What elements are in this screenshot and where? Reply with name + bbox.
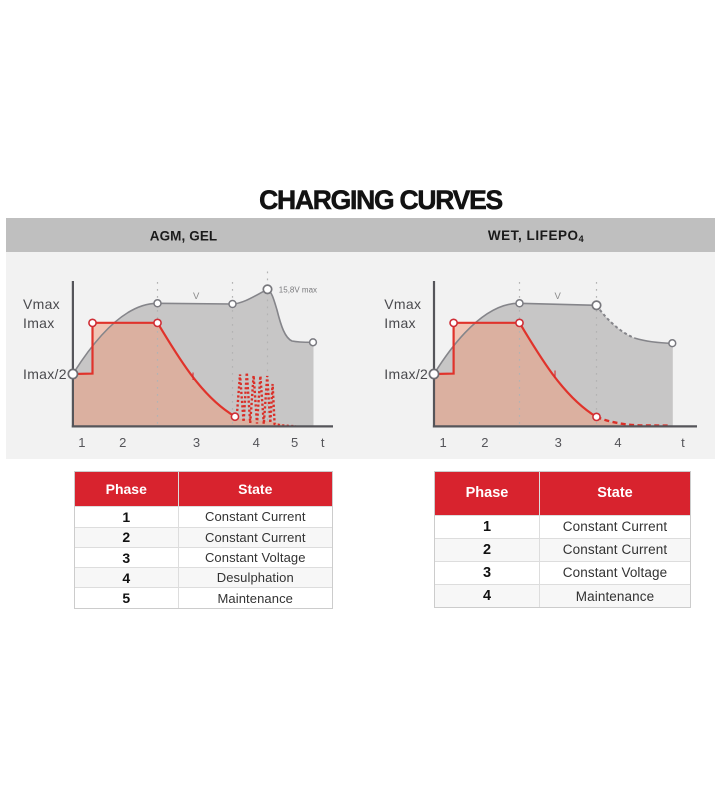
svg-text:V: V [193,291,200,302]
svg-text:1: 1 [78,435,85,450]
svg-text:Imax/2: Imax/2 [384,366,428,382]
svg-text:4: 4 [253,435,260,450]
svg-text:5: 5 [291,435,298,450]
svg-text:2: 2 [481,435,488,450]
svg-text:1: 1 [439,435,446,450]
svg-text:I: I [192,371,195,383]
svg-text:3: 3 [193,435,200,450]
svg-text:I: I [554,369,557,381]
svg-text:Imax: Imax [23,315,55,331]
svg-text:Imax/2: Imax/2 [23,366,67,382]
svg-text:2: 2 [119,435,126,450]
svg-text:15,8V max: 15,8V max [279,285,317,294]
svg-text:Vmax: Vmax [23,296,60,312]
svg-text:t: t [681,435,685,450]
svg-text:4: 4 [614,435,621,450]
svg-text:3: 3 [555,435,562,450]
svg-text:Imax: Imax [384,315,416,331]
svg-text:Vmax: Vmax [384,296,421,312]
svg-text:t: t [321,435,325,450]
svg-text:V: V [555,291,562,302]
